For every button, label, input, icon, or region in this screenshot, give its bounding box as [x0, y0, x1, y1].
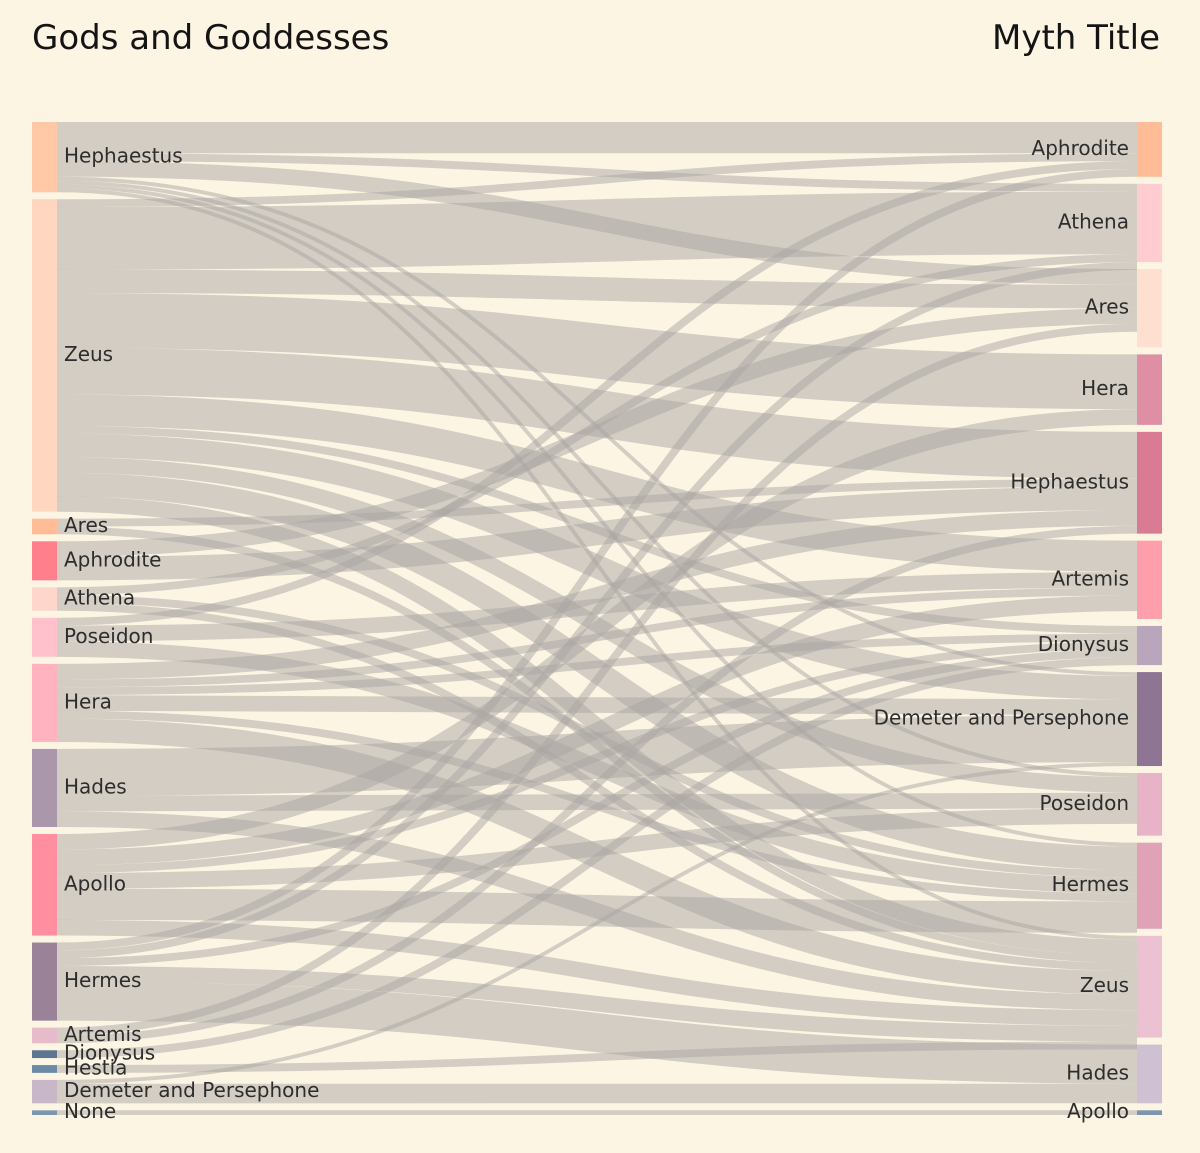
- left-node-label-hades: Hades: [64, 774, 127, 798]
- right-node-athena[interactable]: [1137, 183, 1162, 263]
- left-node-label-apollo: Apollo: [64, 871, 126, 895]
- left-node-label-hephaestus: Hephaestus: [64, 144, 183, 168]
- link-hephaestus-to-athena[interactable]: [56, 153, 1138, 192]
- right-node-label-apollo: Apollo: [1067, 1099, 1129, 1123]
- link-apollo-to-hermes[interactable]: [56, 888, 1138, 933]
- left-node-label-athena: Athena: [64, 586, 135, 610]
- left-node-apollo[interactable]: [32, 834, 57, 936]
- link-hera-to-hephaestus[interactable]: [56, 510, 1138, 680]
- link-hermes-to-aphrodite[interactable]: [56, 168, 1138, 951]
- right-node-label-zeus: Zeus: [1080, 973, 1129, 997]
- link-dionysus-to-dionysus[interactable]: [56, 657, 1138, 1059]
- right-node-label-poseidon: Poseidon: [1040, 791, 1129, 815]
- left-node-label-ares: Ares: [64, 513, 108, 537]
- link-ares-to-hephaestus[interactable]: [56, 478, 1138, 527]
- link-zeus-to-hera[interactable]: [56, 292, 1138, 410]
- left-node-aphrodite[interactable]: [32, 541, 57, 581]
- left-node-ares[interactable]: [32, 518, 57, 535]
- left-node-artemis[interactable]: [32, 1027, 57, 1044]
- link-demeter-and-persephone-to-demeter-and-persephone[interactable]: [56, 762, 1138, 1084]
- left-node-label-none: None: [64, 1099, 116, 1123]
- right-node-zeus[interactable]: [1137, 935, 1162, 1038]
- link-apollo-to-dionysus[interactable]: [56, 641, 1138, 874]
- links-layer: [56, 121, 1138, 1116]
- labels-layer: Hephaestus Zeus Ares Aphrodite Athena Poseido…: [64, 136, 1129, 1123]
- nodes-layer: [32, 122, 1162, 1115]
- right-node-apollo[interactable]: [1137, 1110, 1162, 1115]
- right-node-poseidon[interactable]: [1137, 773, 1162, 836]
- link-zeus-to-artemis[interactable]: [56, 394, 1138, 572]
- left-node-label-hera: Hera: [64, 689, 112, 713]
- right-node-aphrodite[interactable]: [1137, 122, 1162, 177]
- left-node-label-zeus: Zeus: [64, 342, 113, 366]
- link-poseidon-to-aphrodite[interactable]: [56, 161, 1138, 626]
- right-node-label-hades: Hades: [1066, 1060, 1129, 1084]
- link-hermes-to-hades[interactable]: [56, 981, 1138, 1084]
- link-hera-to-dionysus[interactable]: [56, 633, 1138, 696]
- left-node-poseidon[interactable]: [32, 617, 57, 657]
- left-node-label-artemis: Artemis: [64, 1022, 142, 1046]
- link-zeus-to-aphrodite[interactable]: [56, 153, 1138, 208]
- left-node-label-hestia: Hestia: [64, 1055, 127, 1079]
- left-node-hades[interactable]: [32, 748, 57, 828]
- link-artemis-to-ares[interactable]: [56, 323, 1138, 1036]
- left-node-label-poseidon: Poseidon: [64, 624, 153, 648]
- link-apollo-to-zeus[interactable]: [56, 919, 1138, 1026]
- link-apollo-to-hera[interactable]: [56, 409, 1138, 850]
- link-hera-to-demeter-and-persephone[interactable]: [56, 695, 1138, 716]
- right-node-label-ares: Ares: [1085, 295, 1129, 319]
- link-athena-to-athena[interactable]: [56, 254, 1138, 596]
- left-node-hera[interactable]: [32, 663, 57, 742]
- link-apollo-to-poseidon[interactable]: [56, 808, 1138, 889]
- left-node-hephaestus[interactable]: [32, 122, 57, 193]
- left-node-label-demeter-and-persephone: Demeter and Persephone: [64, 1078, 319, 1102]
- link-hermes-to-dionysus[interactable]: [56, 649, 1138, 966]
- left-node-zeus[interactable]: [32, 199, 57, 512]
- link-zeus-to-ares[interactable]: [56, 269, 1138, 309]
- right-node-label-artemis: Artemis: [1051, 566, 1129, 590]
- link-hades-to-poseidon[interactable]: [56, 792, 1138, 812]
- right-node-hades[interactable]: [1137, 1044, 1162, 1104]
- left-node-athena[interactable]: [32, 587, 57, 611]
- left-node-hestia[interactable]: [32, 1065, 57, 1073]
- right-node-demeter-and-persephone[interactable]: [1137, 672, 1162, 767]
- link-zeus-to-hephaestus[interactable]: [56, 347, 1138, 479]
- right-node-ares[interactable]: [1137, 269, 1162, 348]
- right-node-hermes[interactable]: [1137, 842, 1162, 929]
- link-apollo-to-artemis[interactable]: [56, 595, 1138, 866]
- link-hestia-to-zeus[interactable]: [56, 1041, 1138, 1073]
- right-node-dionysus[interactable]: [1137, 625, 1162, 666]
- link-aphrodite-to-ares[interactable]: [56, 308, 1138, 557]
- right-node-hera[interactable]: [1137, 354, 1162, 425]
- left-node-label-hermes: Hermes: [64, 968, 141, 992]
- right-node-label-hera: Hera: [1081, 376, 1129, 400]
- right-column-title: Myth Title: [991, 18, 1160, 58]
- right-node-label-hephaestus: Hephaestus: [1010, 469, 1129, 493]
- link-zeus-to-hermes[interactable]: [56, 472, 1138, 871]
- link-aphrodite-to-hephaestus[interactable]: [56, 486, 1138, 581]
- link-artemis-to-hephaestus[interactable]: [56, 525, 1138, 1044]
- right-node-artemis[interactable]: [1137, 540, 1162, 619]
- right-node-label-athena: Athena: [1058, 209, 1129, 233]
- left-node-hermes[interactable]: [32, 942, 57, 1021]
- right-node-label-aphrodite: Aphrodite: [1032, 136, 1129, 160]
- link-hermes-to-zeus[interactable]: [56, 965, 1138, 1042]
- left-node-none[interactable]: [32, 1110, 57, 1115]
- link-hermes-to-athena[interactable]: [56, 262, 1138, 959]
- left-node-label-aphrodite: Aphrodite: [64, 547, 161, 571]
- left-node-label-dionysus: Dionysus: [64, 1041, 155, 1065]
- left-column-title: Gods and Goddesses: [32, 18, 390, 58]
- right-node-hephaestus[interactable]: [1137, 431, 1162, 534]
- link-zeus-to-athena[interactable]: [56, 191, 1138, 270]
- right-node-label-dionysus: Dionysus: [1038, 632, 1129, 656]
- left-node-dionysus[interactable]: [32, 1050, 57, 1059]
- right-node-label-hermes: Hermes: [1052, 872, 1129, 896]
- left-node-demeter-and-persephone[interactable]: [32, 1079, 57, 1104]
- right-node-label-demeter-and-persephone: Demeter and Persephone: [874, 706, 1129, 730]
